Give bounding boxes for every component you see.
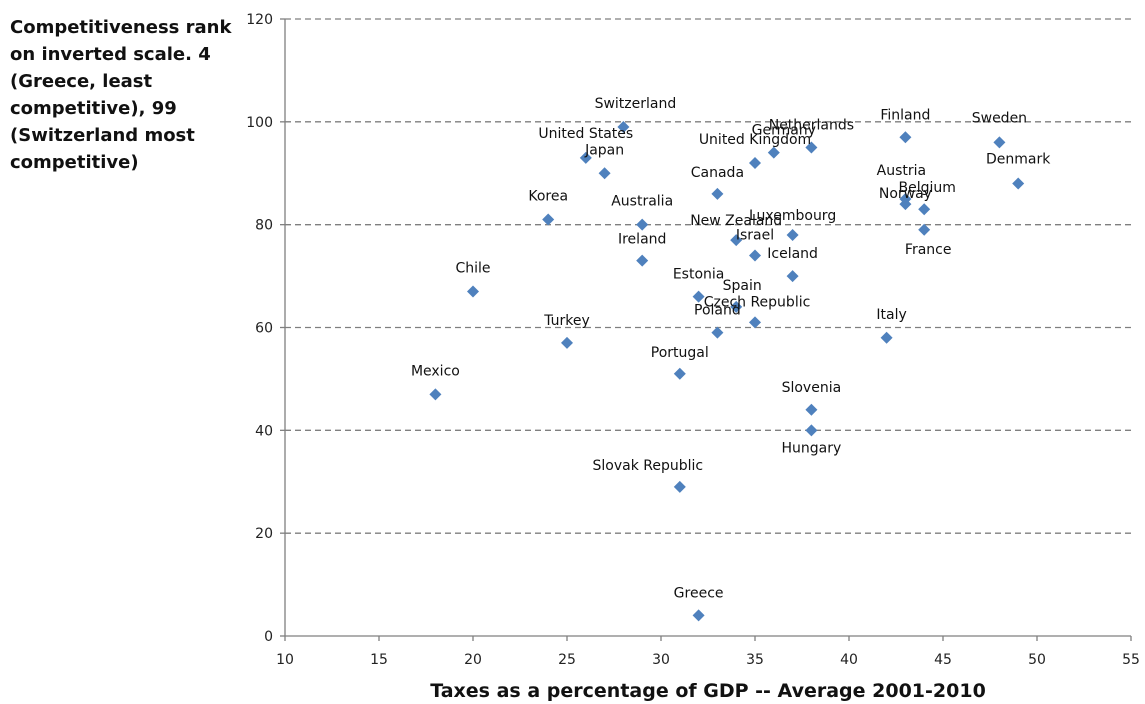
scatter-point <box>692 609 705 622</box>
point-label: Japan <box>584 142 624 158</box>
x-tick-label: 35 <box>746 652 764 668</box>
x-tick-label: 30 <box>652 652 670 668</box>
scatter-point <box>749 249 761 262</box>
scatter-point <box>767 146 780 159</box>
scatter-point <box>899 198 912 211</box>
scatter-point <box>673 367 686 380</box>
scatter-point <box>542 213 555 226</box>
scatter-point <box>749 156 761 169</box>
point-label: Portugal <box>651 345 709 361</box>
point-label: Norway <box>879 186 932 202</box>
point-label: Korea <box>528 189 568 205</box>
x-tick-label: 20 <box>464 652 482 668</box>
x-tick-label: 40 <box>840 652 858 668</box>
point-label: United States <box>538 126 633 142</box>
point-label: Turkey <box>543 313 590 329</box>
scatter-point <box>1012 177 1025 190</box>
x-tick-label: 50 <box>1028 652 1046 668</box>
y-axis-title: Competitiveness rank on inverted scale. … <box>10 17 232 173</box>
y-tick-label: 100 <box>246 115 273 131</box>
scatter-point <box>805 424 818 437</box>
point-label: Ireland <box>618 232 666 248</box>
scatter-point <box>711 187 724 200</box>
scatter-point <box>786 228 799 241</box>
point-label: Slovenia <box>782 380 842 396</box>
point-label: Austria <box>877 163 926 179</box>
y-tick-label: 80 <box>255 218 273 234</box>
point-label: Switzerland <box>595 96 677 112</box>
scatter-point <box>993 136 1006 149</box>
scatter-point <box>467 285 479 298</box>
point-label: France <box>905 242 952 258</box>
scatter-point <box>429 388 442 401</box>
x-tick-label: 25 <box>558 652 576 668</box>
point-label: Germany <box>752 123 816 139</box>
point-label: Netherlands <box>769 118 854 134</box>
point-label: Belgium <box>898 180 955 196</box>
scatter-point <box>636 218 649 231</box>
x-tick-label: 10 <box>276 652 294 668</box>
point-label: Spain <box>723 278 762 294</box>
point-label: Finland <box>880 107 930 123</box>
scatter-point <box>598 167 611 180</box>
scatter-point <box>880 331 893 344</box>
y-tick-label: 20 <box>255 526 273 542</box>
y-tick-label: 0 <box>264 629 273 645</box>
scatter-point <box>899 131 912 144</box>
scatter-point <box>805 403 818 416</box>
scatter-point <box>918 223 931 236</box>
y-tick-label: 60 <box>255 321 273 337</box>
point-label: Hungary <box>782 440 842 456</box>
scatter-point <box>617 120 630 133</box>
point-label: New Zealand <box>690 213 782 229</box>
scatter-point <box>579 151 592 164</box>
point-label: Chile <box>455 261 490 277</box>
scatter-point <box>636 254 649 267</box>
point-label: Italy <box>876 307 906 323</box>
point-label: Estonia <box>673 267 725 283</box>
point-label: Czech Republic <box>704 294 811 310</box>
scatter-point <box>692 290 705 303</box>
point-label: Iceland <box>767 246 818 262</box>
x-tick-label: 55 <box>1122 652 1140 668</box>
y-tick-label: 40 <box>255 423 273 439</box>
point-label: Slovak Republic <box>592 458 703 474</box>
scatter-point <box>918 203 931 216</box>
scatter-point <box>730 300 743 313</box>
point-label: Canada <box>691 165 744 181</box>
point-label: Luxembourg <box>749 208 836 224</box>
point-label: United Kingdom <box>699 132 811 148</box>
x-tick-label: 45 <box>934 652 952 668</box>
point-label: Denmark <box>986 152 1051 168</box>
point-label: Australia <box>611 194 673 210</box>
y-tick-label: 120 <box>246 12 273 28</box>
scatter-point <box>805 141 818 154</box>
scatter-point <box>673 480 686 493</box>
point-label: Sweden <box>972 110 1027 126</box>
scatter-point <box>786 270 799 283</box>
scatter-point <box>561 336 573 349</box>
scatter-point <box>749 316 761 329</box>
point-label: Israel <box>736 228 774 244</box>
scatter-point <box>730 234 743 247</box>
x-axis-title: Taxes as a percentage of GDP -- Average … <box>430 680 986 702</box>
x-tick-label: 15 <box>370 652 388 668</box>
point-label: Poland <box>694 303 741 319</box>
point-label: Greece <box>674 585 724 601</box>
scatter-point <box>711 326 724 339</box>
point-label: Mexico <box>411 363 460 379</box>
